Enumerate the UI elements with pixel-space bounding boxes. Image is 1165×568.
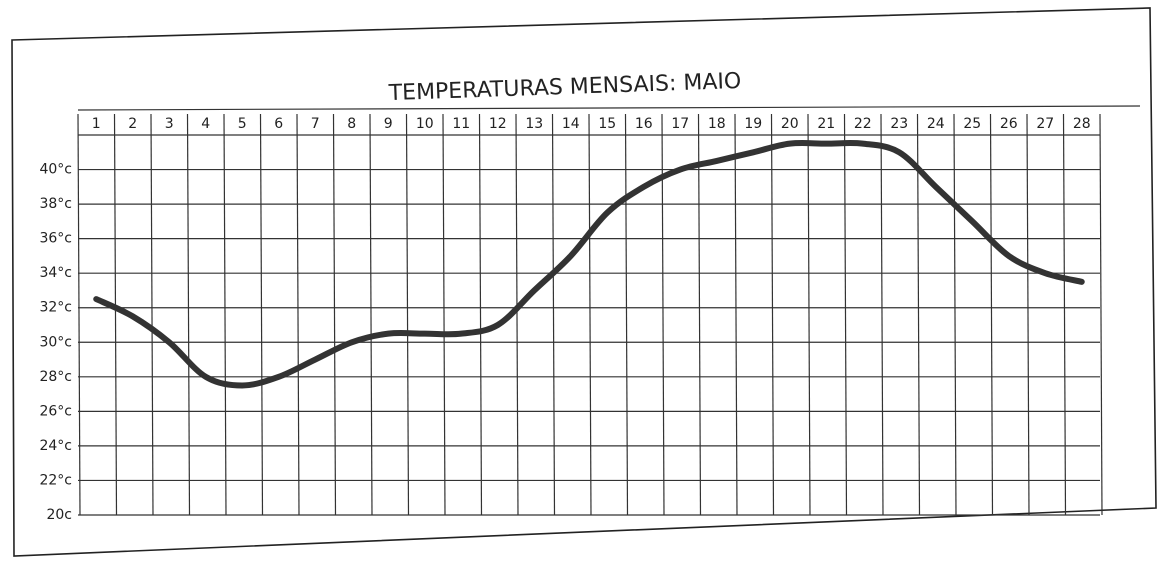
x-tick-label: 28	[1073, 116, 1091, 132]
x-tick-label: 7	[311, 116, 320, 132]
x-tick-label: 13	[525, 116, 543, 132]
y-tick-label: 30°c	[39, 334, 72, 350]
x-tick-label: 10	[416, 116, 434, 132]
x-tick-label: 5	[238, 116, 247, 132]
column-line	[661, 113, 665, 516]
x-tick-label: 23	[890, 116, 908, 132]
column-line	[405, 113, 410, 516]
column-line	[223, 113, 227, 516]
column-line	[332, 113, 337, 516]
column-line	[989, 113, 994, 516]
column-line	[551, 113, 556, 516]
x-tick-label: 14	[562, 116, 580, 132]
column-line	[113, 113, 118, 516]
column-line	[186, 113, 191, 516]
x-tick-label: 15	[598, 116, 616, 132]
column-line	[880, 113, 884, 516]
x-tick-label: 1	[92, 116, 101, 132]
x-tick-label: 12	[489, 116, 507, 132]
column-line	[296, 113, 300, 516]
x-tick-label: 27	[1036, 116, 1054, 132]
x-tick-label: 8	[347, 116, 356, 132]
column-line	[150, 113, 154, 516]
column-line	[1062, 113, 1067, 516]
y-tick-label: 40°c	[39, 162, 72, 178]
y-tick-label: 36°c	[39, 231, 72, 247]
x-tick-label: 21	[817, 116, 835, 132]
column-line	[697, 113, 702, 516]
column-line	[1026, 113, 1030, 516]
column-line	[624, 113, 629, 516]
column-line	[1099, 113, 1103, 516]
column-line	[770, 113, 775, 516]
x-tick-label: 9	[384, 116, 393, 132]
x-tick-label: 25	[963, 116, 981, 132]
y-tick-label: 24°c	[39, 438, 72, 454]
column-line	[259, 113, 264, 516]
y-tick-label: 20c	[46, 507, 72, 523]
x-tick-label: 4	[201, 116, 210, 132]
column-line	[953, 113, 957, 516]
x-tick-label: 17	[671, 116, 689, 132]
x-tick-label: 18	[708, 116, 726, 132]
column-line	[515, 113, 519, 516]
temperature-line	[93, 140, 1085, 389]
header-line	[77, 105, 1141, 111]
y-tick-label: 38°c	[39, 196, 72, 212]
column-line	[807, 113, 811, 516]
y-tick-label: 22°c	[39, 472, 72, 488]
x-tick-label: 22	[854, 116, 872, 132]
column-line	[369, 113, 373, 516]
x-tick-label: 16	[635, 116, 653, 132]
x-tick-label: 24	[927, 116, 945, 132]
y-tick-label: 28°c	[39, 369, 72, 385]
column-line	[916, 113, 921, 516]
x-tick-label: 2	[128, 116, 137, 132]
column-line	[442, 113, 446, 516]
y-tick-label: 32°c	[39, 300, 72, 316]
y-tick-label: 34°c	[39, 265, 72, 281]
column-line	[588, 113, 592, 516]
x-tick-label: 6	[274, 116, 283, 132]
x-tick-label: 11	[452, 116, 470, 132]
x-tick-label: 3	[165, 116, 174, 132]
x-tick-label: 19	[744, 116, 762, 132]
x-tick-label: 20	[781, 116, 799, 132]
column-line	[77, 113, 81, 516]
x-tick-label: 26	[1000, 116, 1018, 132]
column-line	[843, 113, 848, 516]
column-line	[478, 113, 483, 516]
paper-border	[11, 7, 1157, 557]
y-tick-label: 26°c	[39, 403, 72, 419]
column-line	[734, 113, 738, 516]
